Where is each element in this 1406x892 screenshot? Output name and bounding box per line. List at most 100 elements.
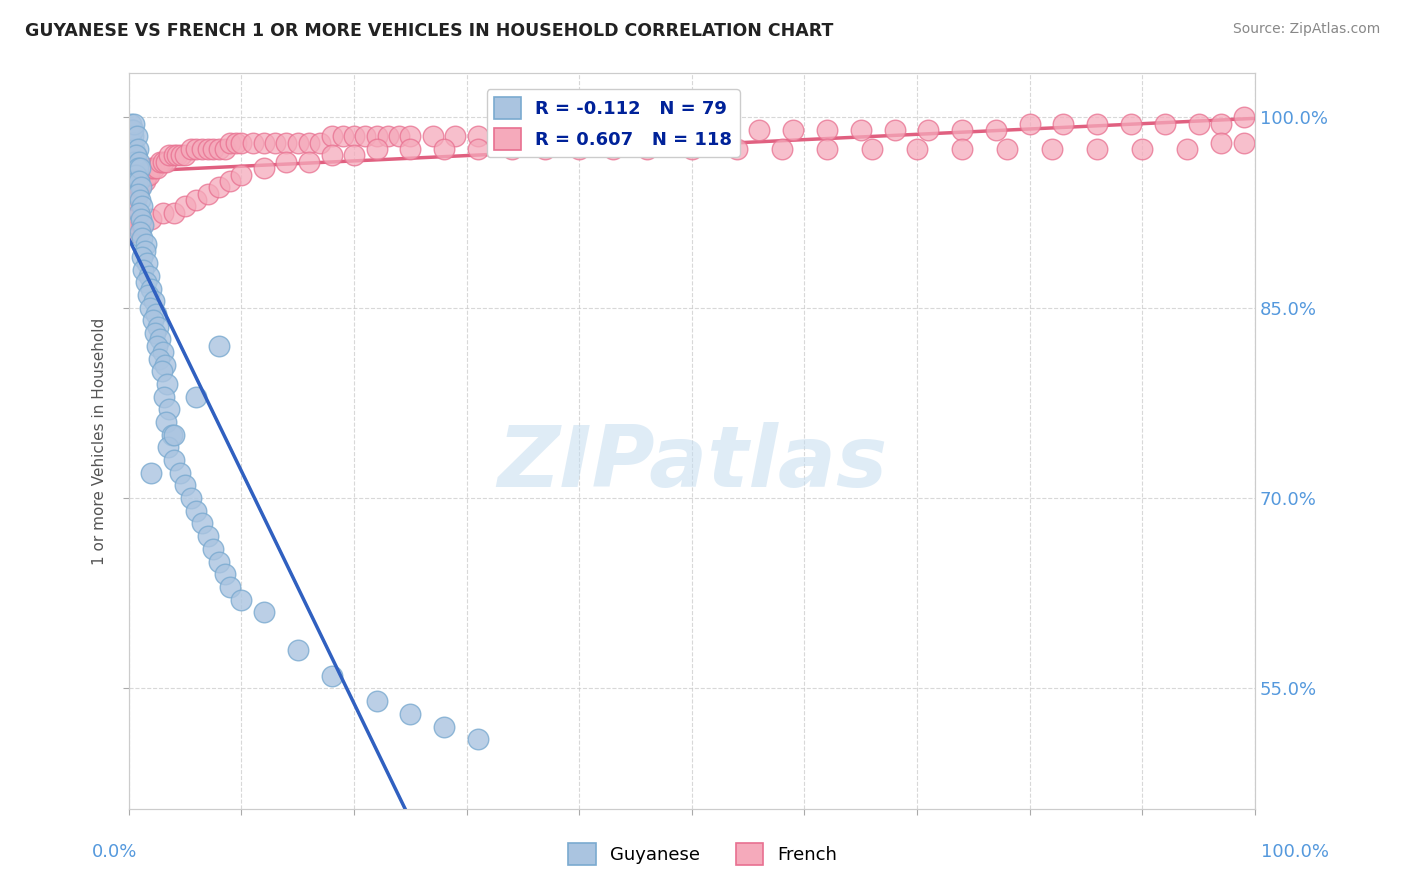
- Point: [160, 427, 183, 442]
- Point: [298, 154, 321, 169]
- Point: [121, 123, 143, 137]
- Point: [950, 123, 973, 137]
- Point: [568, 142, 591, 156]
- Y-axis label: 1 or more Vehicles in Household: 1 or more Vehicles in Household: [93, 318, 107, 565]
- Point: [186, 504, 208, 518]
- Point: [815, 142, 838, 156]
- Point: [125, 161, 148, 176]
- Point: [208, 555, 231, 569]
- Point: [155, 154, 177, 169]
- Point: [905, 142, 928, 156]
- Point: [191, 142, 214, 156]
- Point: [231, 592, 253, 607]
- Point: [128, 205, 150, 219]
- Point: [321, 148, 343, 162]
- Point: [128, 174, 150, 188]
- Point: [152, 345, 174, 359]
- Point: [332, 129, 354, 144]
- Point: [120, 117, 142, 131]
- Point: [134, 174, 156, 188]
- Point: [512, 129, 534, 144]
- Point: [121, 136, 143, 150]
- Point: [186, 390, 208, 404]
- Point: [124, 148, 146, 162]
- Point: [129, 225, 152, 239]
- Point: [122, 129, 145, 144]
- Point: [231, 168, 253, 182]
- Point: [169, 148, 191, 162]
- Point: [152, 154, 174, 169]
- Point: [191, 516, 214, 531]
- Point: [180, 142, 202, 156]
- Point: [148, 351, 170, 366]
- Point: [122, 199, 145, 213]
- Point: [534, 142, 557, 156]
- Point: [129, 161, 152, 176]
- Point: [142, 294, 165, 309]
- Point: [135, 256, 157, 270]
- Point: [166, 148, 188, 162]
- Point: [135, 276, 157, 290]
- Point: [152, 205, 174, 219]
- Point: [467, 732, 489, 747]
- Point: [815, 123, 838, 137]
- Point: [141, 313, 163, 327]
- Point: [127, 186, 149, 201]
- Point: [132, 262, 155, 277]
- Point: [1209, 136, 1232, 150]
- Point: [624, 123, 647, 137]
- Point: [135, 168, 157, 182]
- Point: [534, 129, 557, 144]
- Point: [124, 142, 146, 156]
- Point: [127, 186, 149, 201]
- Point: [155, 415, 177, 429]
- Point: [298, 136, 321, 150]
- Point: [163, 148, 186, 162]
- Point: [399, 706, 422, 721]
- Point: [489, 129, 512, 144]
- Point: [156, 376, 179, 391]
- Point: [849, 123, 872, 137]
- Point: [917, 123, 939, 137]
- Point: [1175, 142, 1198, 156]
- Point: [782, 123, 804, 137]
- Legend: R = -0.112   N = 79, R = 0.607   N = 118: R = -0.112 N = 79, R = 0.607 N = 118: [486, 89, 740, 157]
- Point: [354, 129, 377, 144]
- Point: [225, 136, 247, 150]
- Point: [433, 142, 456, 156]
- Point: [128, 180, 150, 194]
- Point: [131, 199, 153, 213]
- Point: [219, 136, 242, 150]
- Point: [242, 136, 264, 150]
- Point: [208, 339, 231, 353]
- Point: [321, 669, 343, 683]
- Point: [253, 161, 276, 176]
- Point: [124, 168, 146, 182]
- Point: [366, 129, 388, 144]
- Point: [157, 402, 180, 417]
- Point: [157, 440, 180, 454]
- Point: [984, 123, 1007, 137]
- Point: [860, 142, 883, 156]
- Point: [124, 148, 146, 162]
- Point: [1040, 142, 1063, 156]
- Point: [725, 142, 748, 156]
- Point: [129, 193, 152, 207]
- Point: [467, 142, 489, 156]
- Point: [124, 154, 146, 169]
- Point: [208, 142, 231, 156]
- Point: [157, 148, 180, 162]
- Point: [950, 142, 973, 156]
- Point: [146, 161, 169, 176]
- Point: [1085, 142, 1108, 156]
- Point: [276, 154, 298, 169]
- Point: [253, 136, 276, 150]
- Point: [129, 180, 152, 194]
- Point: [124, 117, 146, 131]
- Point: [124, 148, 146, 162]
- Point: [883, 123, 905, 137]
- Point: [433, 719, 456, 733]
- Point: [131, 250, 153, 264]
- Point: [467, 129, 489, 144]
- Point: [149, 154, 172, 169]
